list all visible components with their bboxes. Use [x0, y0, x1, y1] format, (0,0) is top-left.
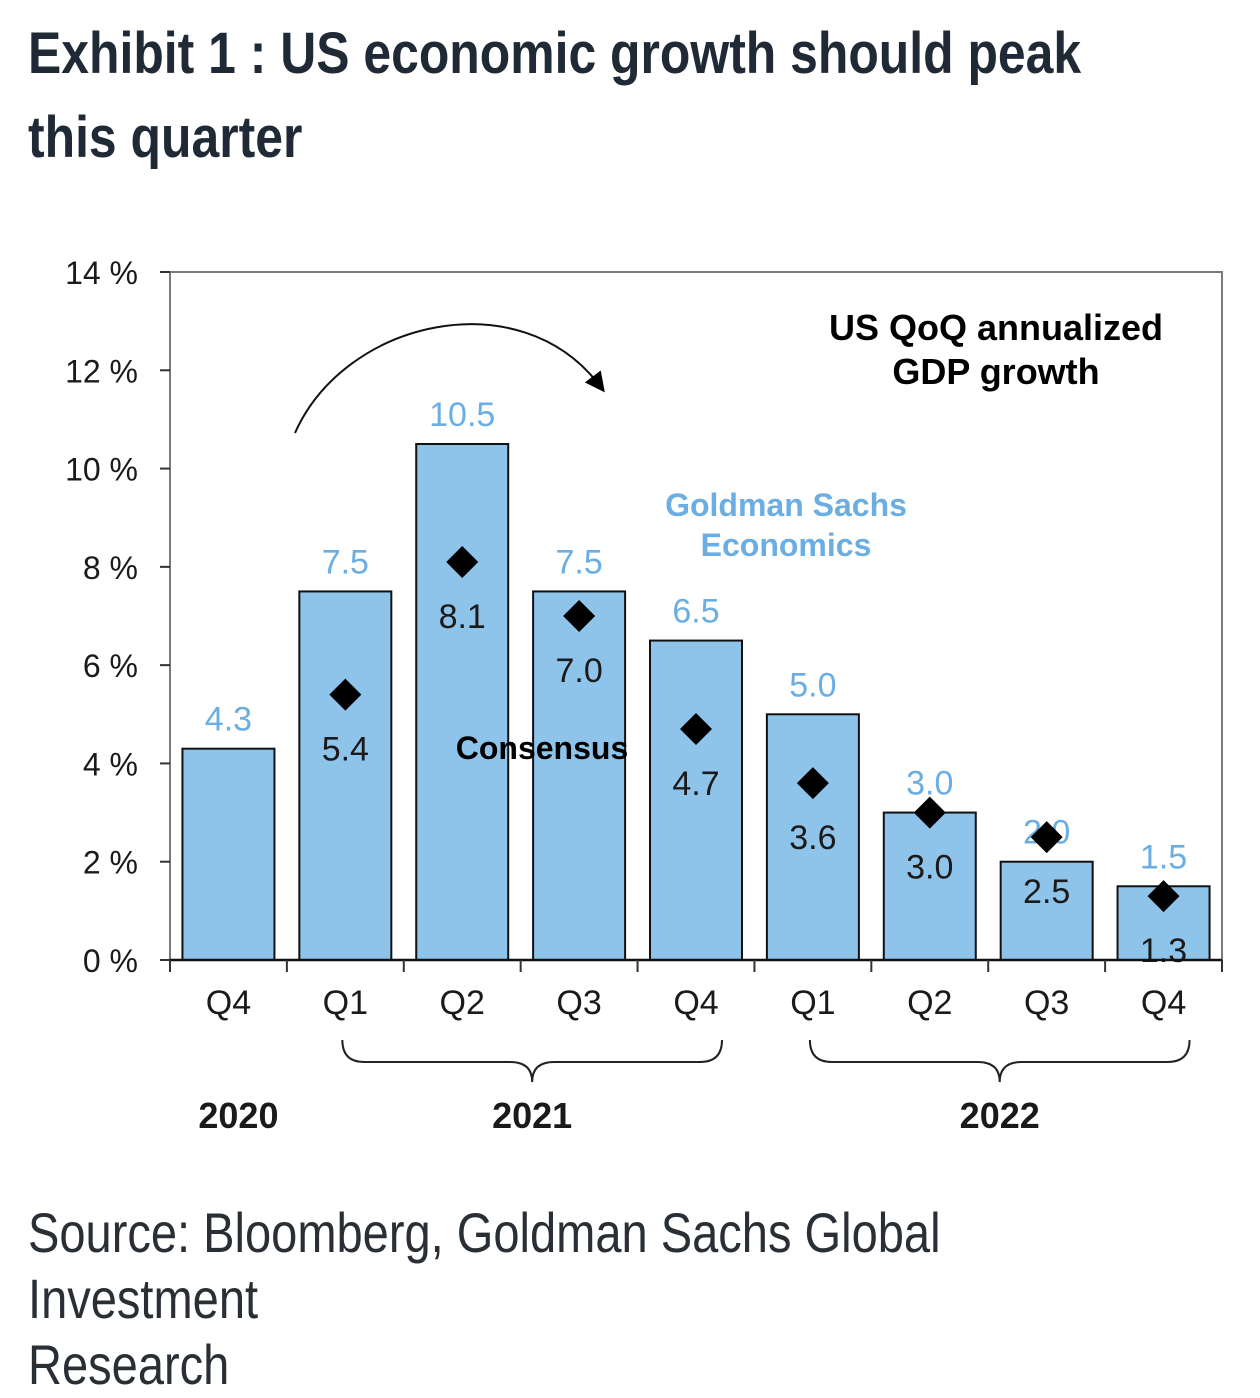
- y-axis-tick-label: 0 %: [83, 943, 138, 979]
- consensus-value-label: 2.5: [1023, 873, 1070, 911]
- gs-bar: [181, 747, 276, 962]
- gs-bar-value-label: 3.0: [906, 765, 953, 803]
- exhibit-title: Exhibit 1 : US economic growth should pe…: [28, 12, 1082, 180]
- gs-bar-value-label: 7.5: [322, 543, 369, 581]
- chart-title-line: US QoQ annualized: [829, 307, 1163, 348]
- x-category-label: Q4: [673, 984, 718, 1022]
- consensus-marker: [796, 767, 829, 800]
- consensus-marker: [680, 713, 712, 746]
- source-line-2: Research: [28, 1333, 230, 1396]
- y-axis-tick-label: 10 %: [65, 452, 138, 488]
- gs-bar: [882, 811, 977, 961]
- consensus-value-label: 5.4: [322, 731, 369, 769]
- x-category-label: Q3: [1024, 984, 1069, 1022]
- x-category-label: Q3: [556, 984, 601, 1022]
- consensus-value-label: 4.7: [672, 765, 719, 803]
- gs-bar-value-label: 6.5: [672, 593, 719, 631]
- year-label: 2022: [960, 1095, 1040, 1136]
- gs-bar-value-label: 4.3: [205, 701, 252, 739]
- x-category-label: Q1: [323, 984, 368, 1022]
- year-brace: [808, 1039, 1191, 1083]
- title-line-1: Exhibit 1 : US economic growth should pe…: [28, 21, 1082, 86]
- y-axis-tick-label: 4 %: [83, 746, 138, 782]
- gs-bar-value-label: 10.5: [429, 396, 495, 434]
- axes-layer: 0 % 2 % 4 % 6 % 8 % 10 % 12 % 14 % Q4 Q1 Q2 Q3 Q4 Q1 Q…: [65, 255, 1223, 1136]
- bars-layer: [181, 443, 1211, 962]
- y-axis-tick-label: 14 %: [65, 255, 138, 291]
- consensus-marker: [913, 796, 946, 829]
- consensus-marker: [329, 678, 362, 711]
- x-category-label: Q4: [1141, 984, 1186, 1022]
- consensus-marker: [563, 600, 596, 632]
- consensus-value-label: 3.0: [906, 849, 953, 887]
- consensus-labels-layer: 5.4 8.1 7.0 4.7 3.6 3.0 2.5 1.3: [322, 598, 1187, 970]
- y-axis-tick-label: 12 %: [65, 353, 138, 389]
- consensus-value-label: 3.6: [789, 819, 836, 857]
- gs-bar: [765, 713, 860, 961]
- gs-bar: [415, 443, 510, 961]
- gs-series-label: Goldman Sachs: [665, 487, 907, 523]
- consensus-series-label: Consensus: [456, 730, 628, 766]
- y-axis-tick-label: 2 %: [83, 845, 138, 881]
- x-category-label: Q4: [206, 984, 251, 1022]
- x-category-label: Q2: [907, 984, 952, 1022]
- consensus-marker: [1030, 821, 1063, 854]
- consensus-marker: [446, 545, 479, 578]
- x-category-label: Q2: [440, 984, 485, 1022]
- gs-series-label: Economics: [701, 527, 872, 563]
- bar-labels-layer: 4.37.510.57.56.55.03.02.01.5: [205, 396, 1187, 876]
- consensus-value-label: 8.1: [439, 598, 486, 636]
- y-axis-tick-label: 8 %: [83, 550, 138, 586]
- consensus-markers-layer: [329, 545, 1180, 913]
- year-brace: [341, 1039, 723, 1083]
- gdp-growth-chart: 4.37.510.57.56.55.03.02.01.5 5.48.17.04.…: [65, 255, 1223, 1136]
- source-line-1: Source: Bloomberg, Goldman Sachs Global …: [28, 1201, 941, 1330]
- gs-bar-value-label: 7.5: [555, 543, 602, 581]
- curved-arrow: [294, 323, 605, 434]
- title-line-2: this quarter: [28, 105, 303, 170]
- gs-bar: [532, 590, 627, 962]
- year-label: 2020: [198, 1095, 278, 1136]
- x-category-label: Q1: [790, 984, 835, 1022]
- gs-bar: [999, 860, 1094, 962]
- y-axis-tick-label: 6 %: [83, 648, 138, 684]
- gs-bar: [298, 590, 393, 962]
- chart-title-line: GDP growth: [892, 351, 1099, 392]
- consensus-value-label: 7.0: [555, 652, 602, 690]
- gs-bar-value-label: 5.0: [789, 666, 836, 704]
- gs-bar-value-label: 1.5: [1140, 838, 1187, 876]
- year-label: 2021: [492, 1095, 572, 1136]
- consensus-marker: [1147, 880, 1180, 913]
- source-note: Source: Bloomberg, Goldman Sachs Global …: [28, 1200, 1086, 1398]
- consensus-value-label: 1.3: [1140, 932, 1187, 970]
